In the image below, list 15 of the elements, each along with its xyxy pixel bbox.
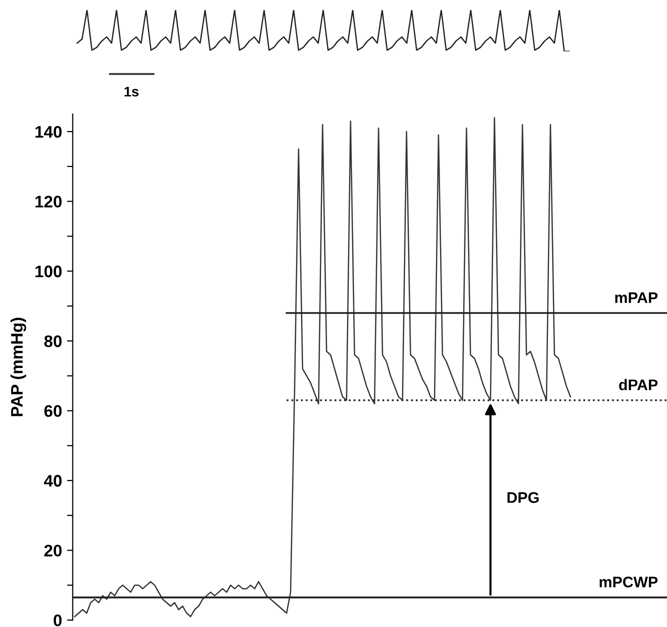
ref-line-label: mPCWP xyxy=(600,576,658,588)
y-tick-label: 0 xyxy=(54,614,62,626)
y-tick-label: 80 xyxy=(44,335,62,348)
y-axis-title: PAP (mmHg) xyxy=(10,318,26,416)
y-tick-label: 60 xyxy=(44,405,62,417)
y-tick-label: 100 xyxy=(36,266,62,278)
text: 1s xyxy=(124,86,139,97)
y-tick-label: 140 xyxy=(36,126,62,138)
y-tick-label: 120 xyxy=(36,196,62,208)
ref-line-label: dPAP xyxy=(619,379,658,390)
y-tick-label: 20 xyxy=(44,544,62,557)
line-series xyxy=(74,116,572,618)
ref-line-label: mPAP xyxy=(615,292,658,303)
y-tick-label: 40 xyxy=(44,474,62,487)
annotation: DPG xyxy=(507,492,539,503)
